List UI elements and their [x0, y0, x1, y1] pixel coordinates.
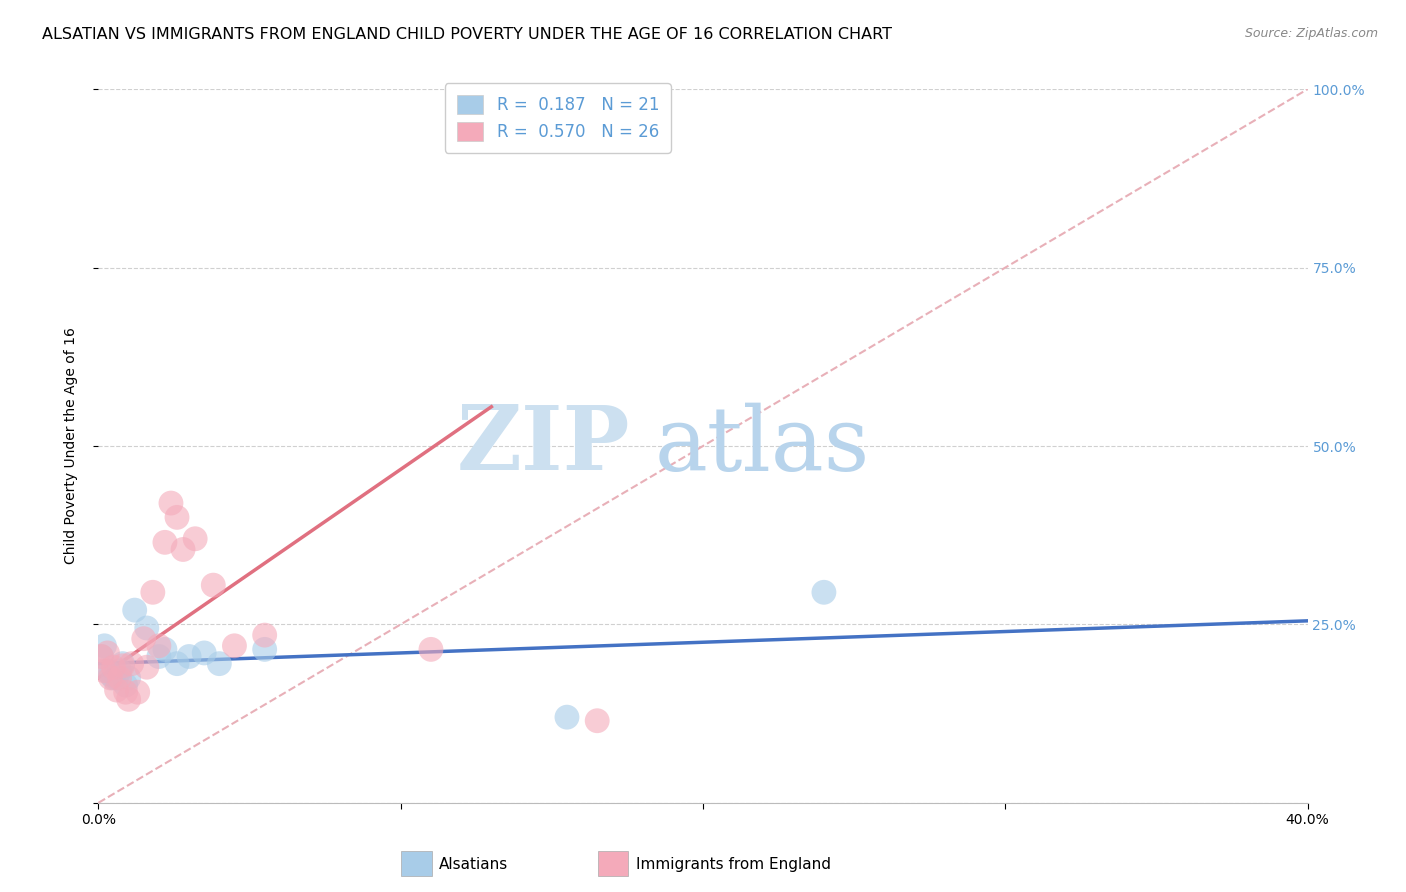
Point	[184, 532, 207, 546]
Point	[420, 642, 443, 657]
Point	[93, 664, 115, 678]
Point	[202, 578, 225, 592]
Point	[135, 621, 157, 635]
Point	[135, 660, 157, 674]
Point	[93, 639, 115, 653]
Point	[96, 664, 118, 678]
Point	[103, 671, 125, 685]
Text: Alsatians: Alsatians	[439, 857, 508, 871]
Point	[153, 642, 176, 657]
Point	[148, 639, 170, 653]
Point	[100, 671, 122, 685]
Text: Source: ZipAtlas.com: Source: ZipAtlas.com	[1244, 27, 1378, 40]
Point	[172, 542, 194, 557]
Point	[103, 660, 125, 674]
Legend: R =  0.187   N = 21, R =  0.570   N = 26: R = 0.187 N = 21, R = 0.570 N = 26	[444, 83, 671, 153]
Point	[124, 603, 146, 617]
Point	[179, 649, 201, 664]
Point	[90, 649, 112, 664]
Point	[148, 649, 170, 664]
Text: atlas: atlas	[655, 402, 870, 490]
Point	[96, 646, 118, 660]
Point	[90, 649, 112, 664]
Point	[121, 657, 143, 671]
Point	[208, 657, 231, 671]
Point	[114, 685, 136, 699]
Point	[127, 685, 149, 699]
Point	[132, 632, 155, 646]
Point	[586, 714, 609, 728]
Point	[166, 510, 188, 524]
Point	[105, 671, 128, 685]
Point	[108, 671, 131, 685]
Point	[253, 642, 276, 657]
Point	[160, 496, 183, 510]
Point	[153, 535, 176, 549]
Point	[111, 657, 134, 671]
Point	[142, 585, 165, 599]
Point	[100, 667, 122, 681]
Point	[166, 657, 188, 671]
Point	[118, 692, 141, 706]
Point	[105, 683, 128, 698]
Point	[114, 678, 136, 692]
Point	[555, 710, 578, 724]
Point	[111, 658, 134, 673]
Text: ZIP: ZIP	[457, 402, 630, 490]
Point	[224, 639, 246, 653]
Text: Immigrants from England: Immigrants from England	[636, 857, 831, 871]
Point	[193, 646, 215, 660]
Point	[253, 628, 276, 642]
Y-axis label: Child Poverty Under the Age of 16: Child Poverty Under the Age of 16	[63, 327, 77, 565]
Point	[118, 671, 141, 685]
Text: ALSATIAN VS IMMIGRANTS FROM ENGLAND CHILD POVERTY UNDER THE AGE OF 16 CORRELATIO: ALSATIAN VS IMMIGRANTS FROM ENGLAND CHIL…	[42, 27, 893, 42]
Point	[108, 664, 131, 678]
Point	[813, 585, 835, 599]
